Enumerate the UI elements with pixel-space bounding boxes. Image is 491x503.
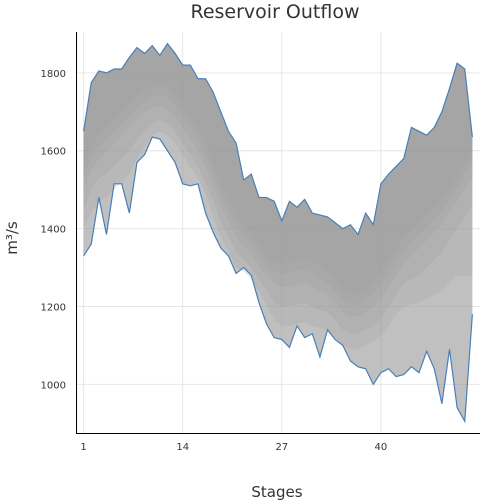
chart-title: Reservoir Outflow <box>190 1 359 23</box>
x-tick-label: 1 <box>80 442 86 453</box>
y-axis-title: m³/s <box>3 221 21 255</box>
x-tick-label: 14 <box>176 442 189 453</box>
tick-labels: 1 14 27 40 1000 1200 1400 1600 1800 <box>41 69 388 453</box>
fan-band-1 <box>83 43 473 422</box>
y-tick-label: 1000 <box>41 380 66 391</box>
upper-envelope-line <box>83 42 473 236</box>
fan-band-2 <box>83 43 473 350</box>
axes <box>76 32 480 434</box>
y-tick-label: 1600 <box>41 147 66 158</box>
y-tick-label: 1800 <box>41 69 66 80</box>
fan-band-4 <box>83 43 473 317</box>
x-axis-title: Stages <box>251 483 302 501</box>
y-tick-label: 1200 <box>41 302 66 313</box>
x-tick-label: 27 <box>275 442 288 453</box>
fan-band-3 <box>83 43 473 334</box>
fan-band-6 <box>83 43 473 293</box>
fan-bands <box>83 42 473 424</box>
x-tick-label: 40 <box>375 442 388 453</box>
lower-envelope-line <box>83 136 473 424</box>
y-tick-label: 1400 <box>41 225 66 236</box>
fan-band-5 <box>83 43 473 305</box>
